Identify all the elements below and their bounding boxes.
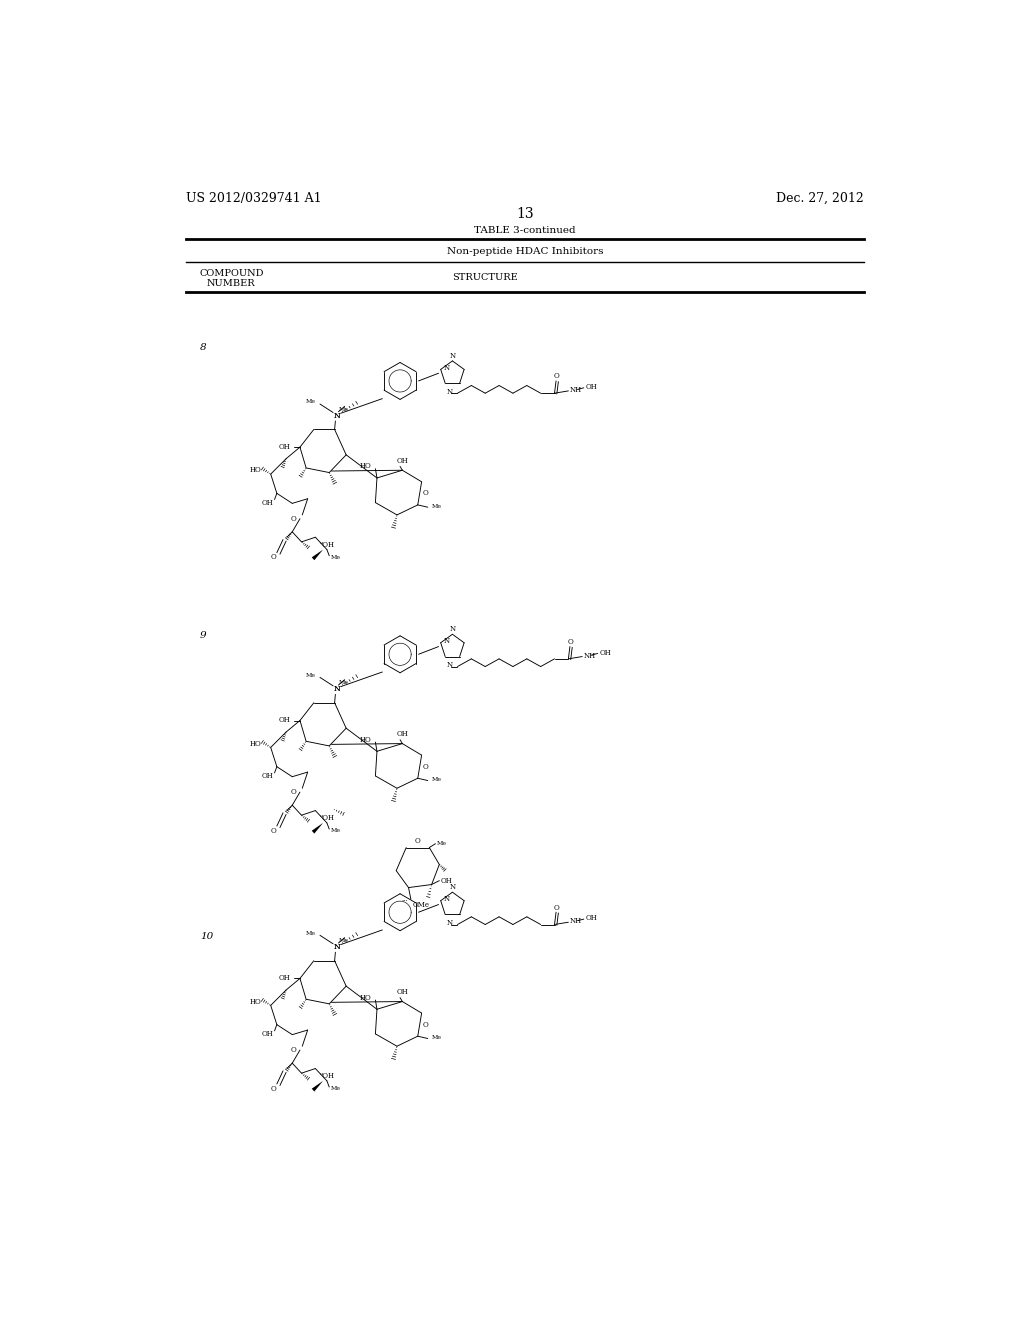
Text: OH: OH	[261, 1030, 273, 1038]
Text: N: N	[451, 883, 457, 891]
Text: N: N	[334, 412, 340, 420]
Text: O: O	[423, 763, 428, 771]
Text: NH: NH	[584, 652, 596, 660]
Text: OMe: OMe	[413, 900, 429, 908]
Text: "OH: "OH	[319, 1072, 334, 1080]
Text: OH: OH	[279, 717, 291, 725]
Text: Me: Me	[331, 828, 341, 833]
Text: OH: OH	[599, 648, 611, 656]
Text: N: N	[334, 685, 340, 693]
Text: HO: HO	[359, 994, 372, 1002]
Text: N: N	[451, 351, 457, 359]
Text: O: O	[271, 553, 276, 561]
Text: STRUCTURE: STRUCTURE	[452, 273, 518, 282]
Text: US 2012/0329741 A1: US 2012/0329741 A1	[186, 191, 322, 205]
Text: NH: NH	[570, 917, 582, 925]
Text: OH: OH	[261, 499, 273, 507]
Text: N: N	[446, 661, 453, 669]
Text: O: O	[271, 1085, 276, 1093]
Text: O: O	[291, 788, 297, 796]
Text: 10: 10	[200, 932, 213, 941]
Text: HO: HO	[250, 466, 261, 474]
Text: OH: OH	[586, 383, 597, 391]
Text: Me: Me	[432, 504, 441, 510]
Text: N: N	[334, 942, 340, 950]
Text: O: O	[423, 490, 428, 498]
Text: Me: Me	[339, 939, 348, 944]
Text: OH: OH	[586, 915, 597, 923]
Text: Me: Me	[437, 841, 447, 846]
Text: OH: OH	[279, 444, 291, 451]
Text: HO: HO	[359, 462, 372, 470]
Text: HO: HO	[359, 735, 372, 743]
Text: Me: Me	[432, 777, 441, 783]
Text: ...: ...	[401, 895, 408, 903]
Text: Non-peptide HDAC Inhibitors: Non-peptide HDAC Inhibitors	[446, 247, 603, 256]
Text: N: N	[443, 895, 450, 903]
Polygon shape	[311, 822, 323, 833]
Text: O: O	[291, 515, 297, 523]
Text: Me: Me	[432, 1035, 441, 1040]
Text: Me: Me	[306, 931, 316, 936]
Text: Dec. 27, 2012: Dec. 27, 2012	[776, 191, 863, 205]
Text: 8: 8	[200, 343, 207, 351]
Text: 9: 9	[200, 631, 207, 640]
Text: N: N	[443, 638, 450, 645]
Polygon shape	[311, 549, 323, 560]
Text: "OH: "OH	[319, 541, 334, 549]
Text: Me: Me	[339, 407, 348, 412]
Text: OH: OH	[397, 989, 409, 997]
Text: O: O	[415, 837, 421, 845]
Text: Me: Me	[331, 554, 341, 560]
Text: Me: Me	[331, 1086, 341, 1092]
Text: N: N	[334, 685, 340, 693]
Text: Me: Me	[306, 673, 316, 677]
Text: 13: 13	[516, 207, 534, 220]
Text: O: O	[423, 1020, 428, 1028]
Polygon shape	[311, 1081, 323, 1092]
Text: NH: NH	[570, 387, 582, 395]
Text: OH: OH	[397, 457, 409, 465]
Text: N: N	[334, 942, 340, 950]
Text: "OH: "OH	[319, 814, 334, 822]
Text: O: O	[291, 1045, 297, 1055]
Text: TABLE 3-continued: TABLE 3-continued	[474, 226, 575, 235]
Text: O: O	[554, 372, 560, 380]
Text: N: N	[334, 412, 340, 420]
Text: N: N	[446, 388, 453, 396]
Text: O: O	[554, 904, 560, 912]
Text: OH: OH	[397, 730, 409, 738]
Text: OH: OH	[261, 772, 273, 780]
Text: Me: Me	[339, 680, 348, 685]
Text: OH: OH	[279, 974, 291, 982]
Text: O: O	[271, 826, 276, 834]
Text: HO: HO	[250, 998, 261, 1006]
Text: NUMBER: NUMBER	[207, 279, 255, 288]
Text: N: N	[443, 364, 450, 372]
Text: O: O	[568, 638, 573, 645]
Text: OH: OH	[441, 876, 453, 884]
Text: COMPOUND: COMPOUND	[200, 269, 264, 277]
Text: HO: HO	[250, 739, 261, 747]
Text: Me: Me	[306, 399, 316, 404]
Text: N: N	[446, 919, 453, 927]
Text: N: N	[451, 624, 457, 632]
